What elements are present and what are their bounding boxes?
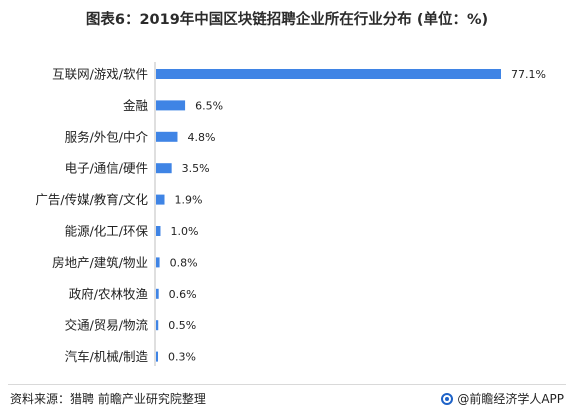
chart-title: 图表6：2019年中国区块链招聘企业所在行业分布 (单位：%): [85, 12, 489, 28]
category-label: 金融: [123, 98, 149, 113]
value-label: 0.6%: [169, 288, 197, 301]
category-label: 电子/通信/硬件: [65, 161, 148, 176]
category-label: 汽车/机械/制造: [65, 349, 149, 364]
bar: [156, 100, 186, 111]
bar: [156, 131, 178, 142]
category-label: 服务/外包/中介: [65, 129, 149, 144]
value-label: 1.0%: [170, 225, 198, 238]
brand-text: @前瞻经济学人APP: [457, 392, 564, 406]
category-label: 广告/传媒/教育/文化: [35, 192, 148, 207]
value-label: 77.1%: [511, 68, 546, 81]
category-label: 房地产/建筑/物业: [52, 255, 148, 270]
value-label: 3.5%: [182, 162, 210, 175]
bar: [156, 69, 501, 79]
brand-logo-icon: [441, 392, 454, 405]
value-label: 0.3%: [168, 351, 196, 364]
bar: [156, 288, 159, 299]
bar: [156, 163, 172, 174]
value-label: 0.5%: [168, 319, 196, 332]
value-label: 4.8%: [187, 131, 215, 144]
value-label: 1.9%: [175, 194, 203, 207]
brand-mark: @前瞻经济学人APP: [441, 390, 564, 407]
bar-chart: 互联网/游戏/软件 77.1% 金融 6.5% 服务/外包/中介 4.8% 电子/通信/硬件…: [35, 62, 546, 366]
bar: [156, 257, 160, 268]
category-label: 交通/贸易/物流: [65, 318, 149, 333]
source-note: 资料来源：猎聘 前瞻产业研究院整理: [10, 392, 206, 406]
category-label: 互联网/游戏/软件: [52, 67, 148, 82]
bar: [156, 226, 161, 236]
bar: [156, 320, 159, 331]
bars-group: 互联网/游戏/软件 77.1% 金融 6.5% 服务/外包/中介 4.8% 电子/通信/硬件…: [35, 67, 546, 365]
value-label: 6.5%: [195, 99, 223, 112]
category-label: 政府/农林牧渔: [69, 286, 148, 301]
category-label: 能源/化工/环保: [65, 224, 149, 239]
footer-divider: [8, 384, 566, 385]
value-label: 0.8%: [170, 256, 198, 269]
bar: [156, 194, 165, 205]
bar: [156, 351, 158, 362]
